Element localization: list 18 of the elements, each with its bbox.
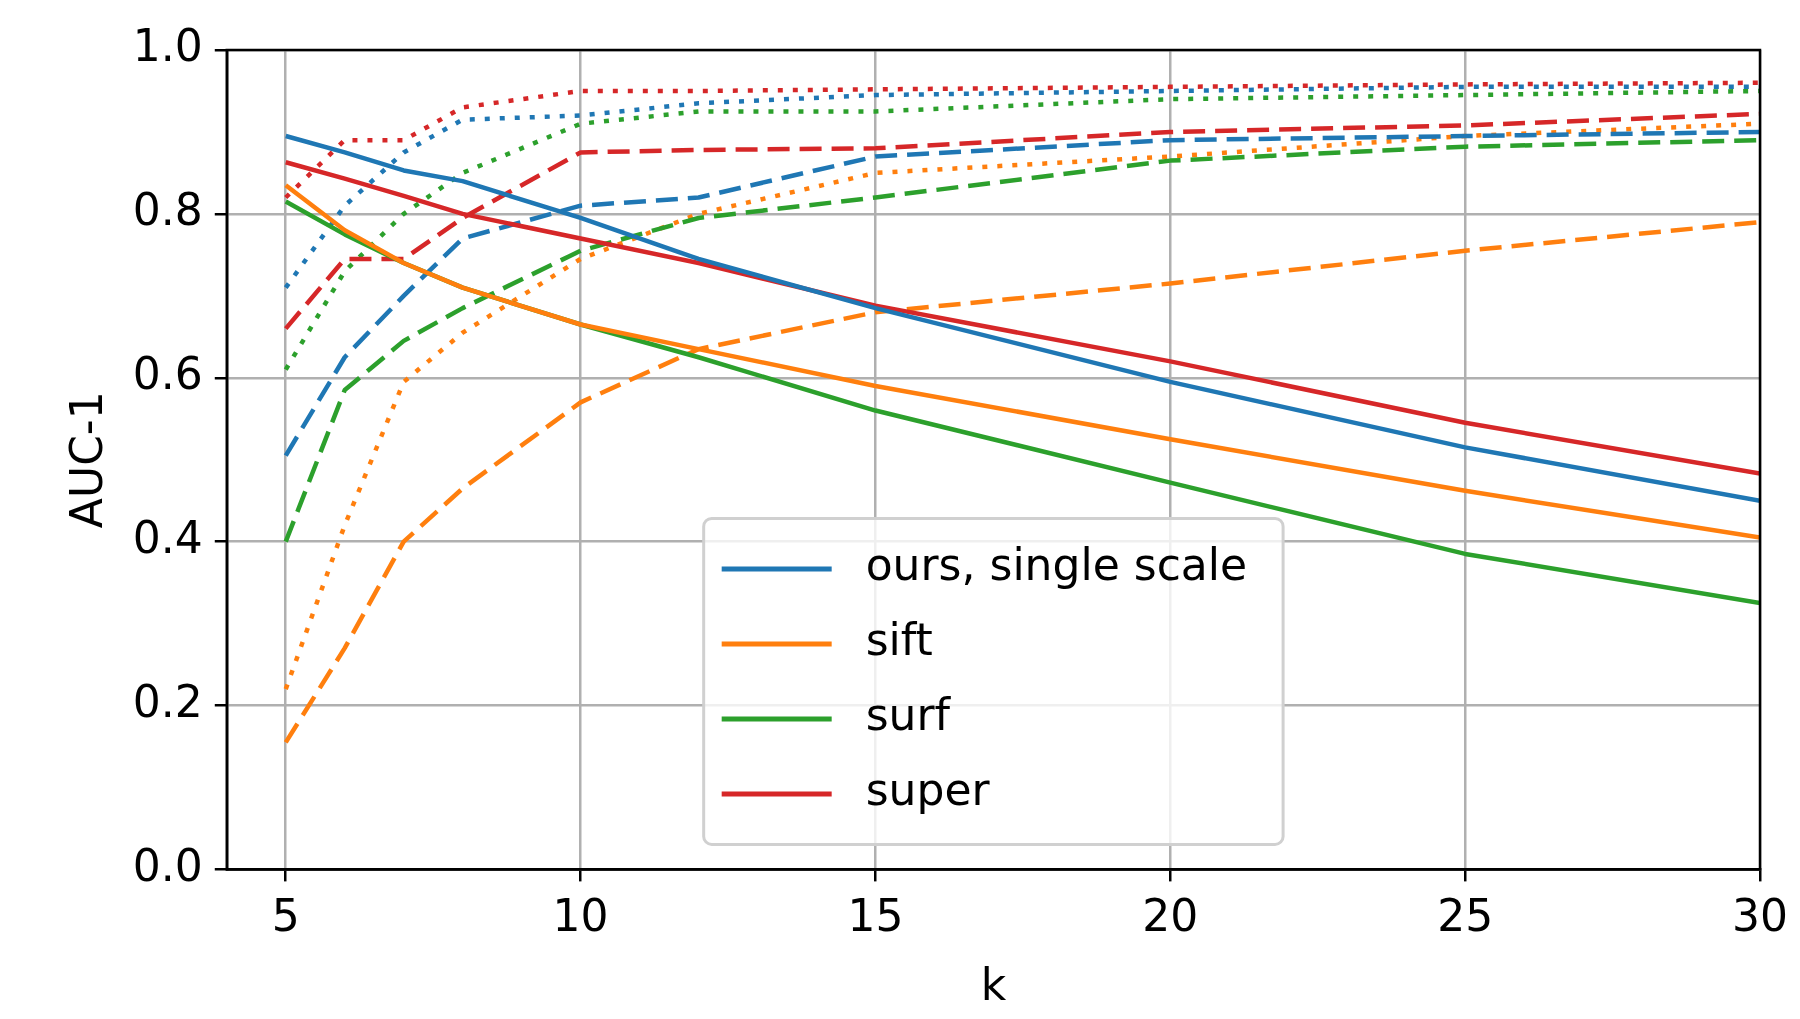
x-tick-label: 30 [1732, 890, 1788, 942]
y-axis-title: AUC-1 [60, 391, 112, 529]
y-tick-label: 0.0 [132, 839, 203, 891]
x-tick-label: 10 [552, 890, 609, 942]
legend-label: surf [865, 689, 952, 741]
x-axis-title: k [980, 959, 1007, 1011]
legend-label: sift [865, 614, 933, 666]
x-tick-label: 5 [271, 890, 300, 942]
legend-label: super [865, 764, 991, 816]
x-tick-label: 15 [847, 890, 904, 942]
legend-label: ours, single scale [865, 539, 1248, 591]
y-tick-label: 0.6 [132, 348, 203, 400]
y-tick-label: 0.8 [132, 184, 203, 236]
x-tick-label: 20 [1142, 890, 1199, 942]
y-tick-label: 0.2 [132, 675, 203, 727]
x-tick-label: 25 [1437, 890, 1494, 942]
y-tick-label: 0.4 [132, 512, 203, 564]
y-tick-label: 1.0 [132, 20, 203, 72]
